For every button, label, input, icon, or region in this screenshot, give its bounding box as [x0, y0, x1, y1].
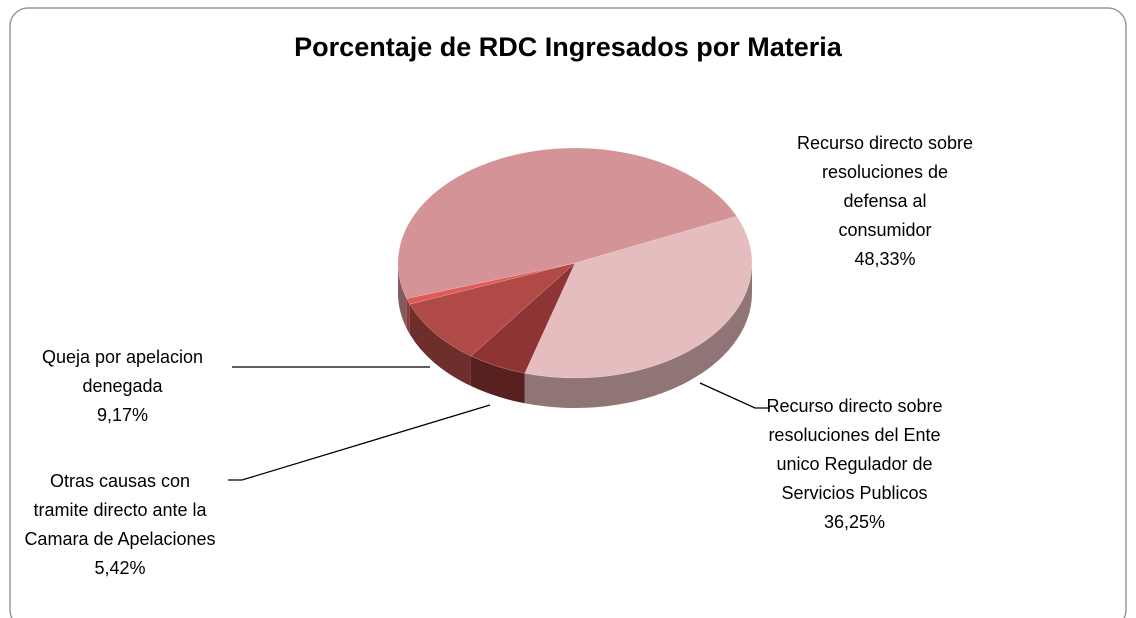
category-label: Recurso directo sobre resoluciones de de…	[796, 133, 974, 240]
value-label: 5,42%	[94, 558, 146, 578]
pie-side	[409, 304, 471, 387]
pie-side	[406, 298, 410, 335]
value-label: 36,25%	[823, 512, 886, 532]
pie-slice	[406, 262, 576, 305]
leader-line	[228, 404, 491, 481]
data-label: Recurso directo sobre resoluciones de de…	[795, 129, 975, 274]
pie-side	[524, 263, 752, 409]
data-label: Otras causas con tramite directo ante la…	[20, 467, 220, 583]
category-label: Otras causas con tramite directo ante la…	[24, 471, 216, 549]
value-label: 48,33%	[854, 249, 916, 269]
pie-slice	[524, 215, 753, 379]
pie-slice	[470, 262, 576, 374]
leader-line	[699, 382, 770, 409]
pie-slice	[397, 147, 738, 299]
chart-title: Porcentaje de RDC Ingresados por Materia	[294, 32, 842, 62]
category-label: Recurso directo sobre resoluciones del E…	[766, 396, 943, 503]
pie-slice	[409, 262, 576, 357]
pie-side	[398, 263, 407, 329]
pie-side	[470, 356, 525, 404]
data-label: Recurso directo sobre resoluciones del E…	[762, 392, 947, 537]
data-label: Queja por apelacion denegada 9,17%	[25, 343, 220, 430]
value-label: 9,17%	[96, 405, 149, 425]
category-label: Queja por apelacion denegada	[41, 347, 204, 396]
